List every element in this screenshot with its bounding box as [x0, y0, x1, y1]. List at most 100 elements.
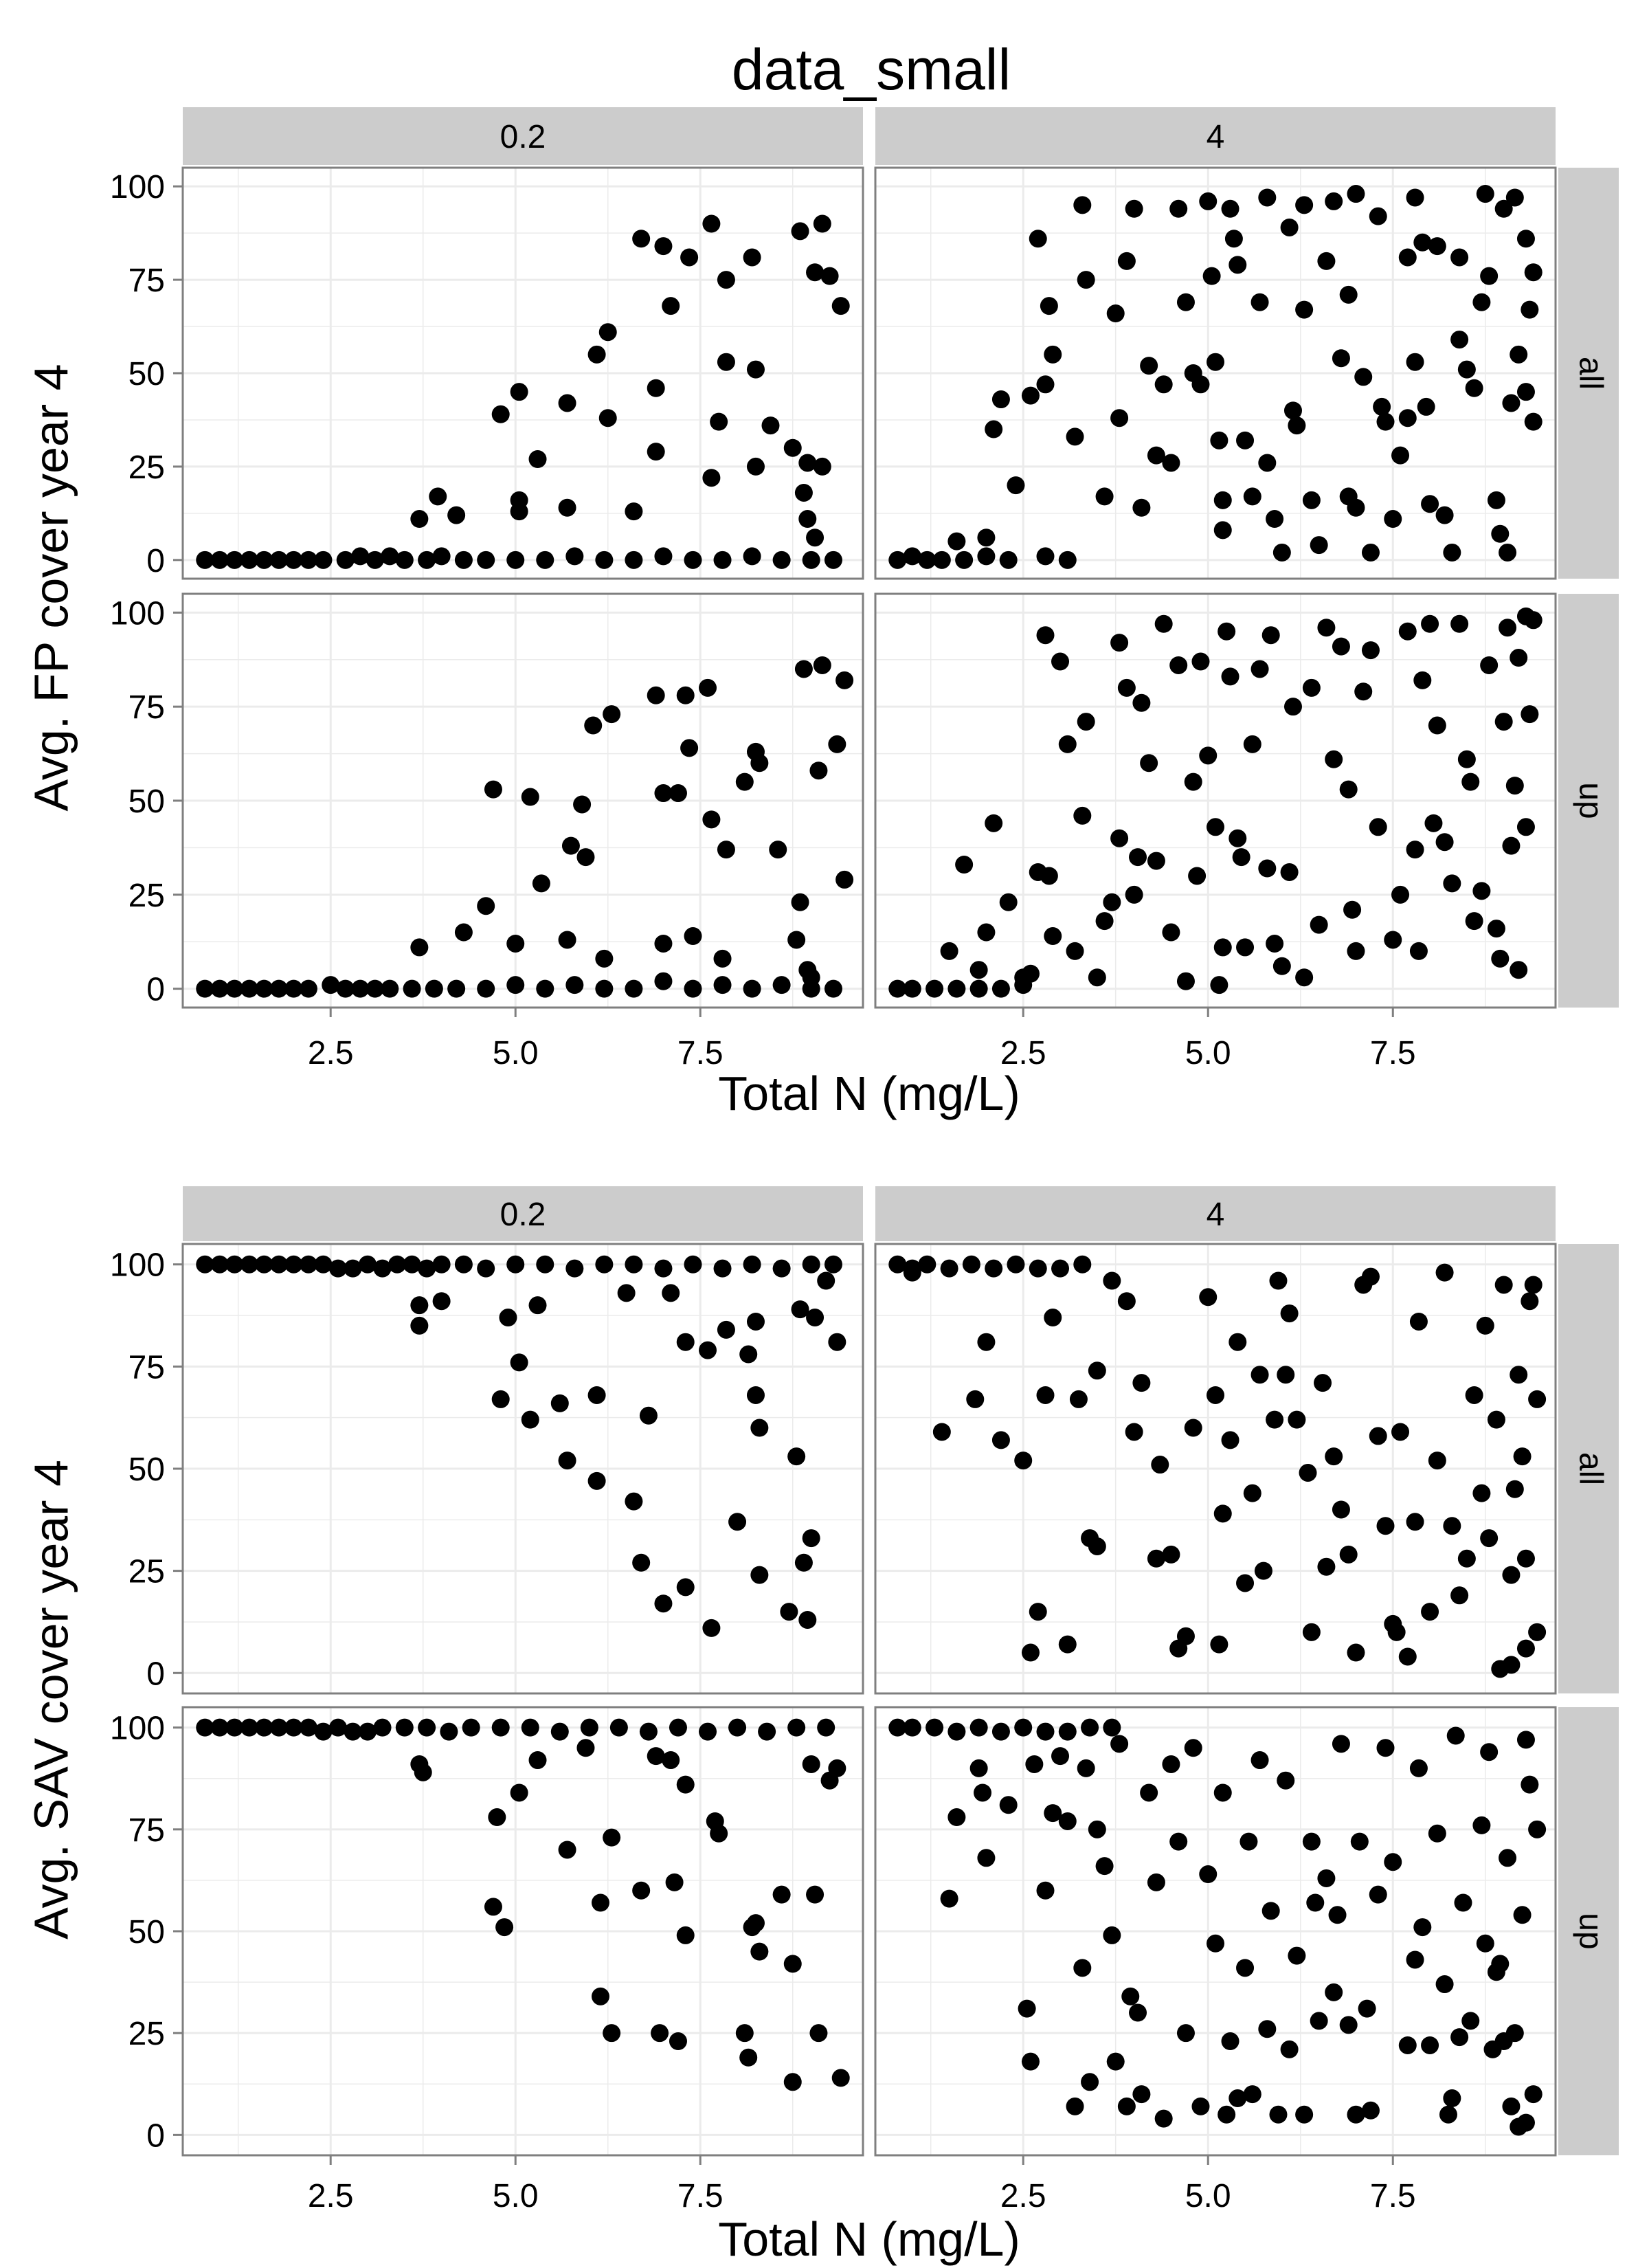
data-point [977, 547, 996, 566]
data-point [717, 1320, 735, 1339]
data-point [240, 551, 258, 569]
data-point [373, 1259, 392, 1278]
y-tick-label: 75 [128, 1349, 165, 1386]
data-point [1450, 248, 1469, 267]
data-point [750, 754, 769, 772]
data-point [255, 1255, 273, 1274]
data-point [521, 1718, 539, 1737]
data-point [506, 976, 525, 994]
data-point [962, 1255, 980, 1274]
data-point [820, 267, 839, 285]
data-point [1236, 938, 1255, 957]
data-point [918, 1255, 936, 1274]
data-point [1066, 942, 1084, 960]
data-point [1169, 656, 1188, 674]
data-point [1387, 1623, 1406, 1641]
data-point [676, 1775, 695, 1794]
data-point [591, 1893, 609, 1912]
data-point [717, 841, 735, 859]
data-point [425, 979, 443, 998]
data-point [609, 1718, 628, 1737]
data-point [1221, 2032, 1239, 2051]
data-point [903, 1718, 921, 1737]
data-point [739, 2048, 758, 2067]
data-point [1044, 927, 1062, 946]
data-point [1406, 1513, 1424, 1531]
data-point [798, 454, 817, 472]
data-point [1058, 1635, 1077, 1654]
data-point [798, 961, 817, 979]
data-point [528, 1751, 547, 1770]
data-point [447, 979, 466, 998]
data-point [717, 271, 735, 289]
data-point [1258, 454, 1277, 472]
data-point [1384, 931, 1402, 949]
data-point [926, 979, 944, 998]
data-point [820, 1771, 839, 1790]
data-point [429, 487, 447, 506]
data-point [532, 874, 550, 893]
panel-0.2-up [181, 1706, 864, 2157]
data-point [1261, 626, 1280, 645]
data-point [388, 1255, 407, 1274]
data-point [903, 1263, 921, 1282]
data-point [1199, 1865, 1218, 1884]
data-point [888, 1255, 907, 1274]
data-point [783, 2073, 802, 2091]
data-point [787, 1718, 806, 1737]
data-point [1202, 267, 1221, 285]
data-point [1162, 1755, 1180, 1773]
data-point [1505, 777, 1524, 795]
data-point [1176, 1627, 1195, 1645]
x-tick-label: 7.5 [677, 1035, 723, 1071]
facet-strip-row [1558, 594, 1619, 1008]
data-point [1213, 521, 1232, 540]
data-point [1443, 2089, 1461, 2108]
data-point [1147, 1873, 1165, 1891]
data-point [1254, 1561, 1272, 1580]
data-point [1480, 656, 1499, 674]
data-point [985, 814, 1003, 832]
facet-strip-col [183, 1186, 863, 1241]
data-point [828, 735, 846, 753]
data-point [1088, 1537, 1106, 1555]
data-point [1406, 353, 1424, 371]
data-point [1210, 976, 1229, 994]
data-point [750, 1942, 769, 1961]
x-tick-label: 5.0 [1185, 2178, 1231, 2214]
data-point [955, 856, 974, 874]
data-point [743, 547, 761, 566]
data-point [1354, 682, 1373, 701]
y-tick-label: 0 [146, 1656, 165, 1692]
data-point [418, 1259, 436, 1278]
data-point [1236, 1959, 1255, 1977]
data-point [1029, 1259, 1047, 1278]
y-tick-label: 50 [128, 1452, 165, 1488]
data-point [1528, 1820, 1547, 1838]
data-point [521, 1410, 539, 1429]
data-point [702, 214, 721, 233]
facet-label-row: all [1572, 357, 1608, 390]
data-point [381, 979, 399, 998]
data-point [1169, 199, 1188, 218]
data-point [1243, 1484, 1261, 1502]
data-point [977, 1849, 996, 1867]
data-point [1110, 634, 1129, 652]
data-point [1243, 487, 1261, 506]
data-point [1210, 1635, 1229, 1654]
data-point [1435, 506, 1454, 524]
data-point [1129, 2003, 1147, 2022]
data-point [1077, 713, 1095, 731]
data-point [632, 230, 651, 248]
data-point [1132, 498, 1151, 517]
data-point [1480, 1743, 1499, 1761]
data-point [410, 510, 429, 529]
data-point [969, 961, 988, 979]
data-point [1521, 1775, 1539, 1794]
data-point [269, 1255, 288, 1274]
data-point [1487, 1410, 1505, 1429]
data-point [225, 551, 244, 569]
data-point [1369, 1427, 1387, 1445]
data-point [1310, 536, 1328, 555]
data-point [977, 923, 996, 942]
